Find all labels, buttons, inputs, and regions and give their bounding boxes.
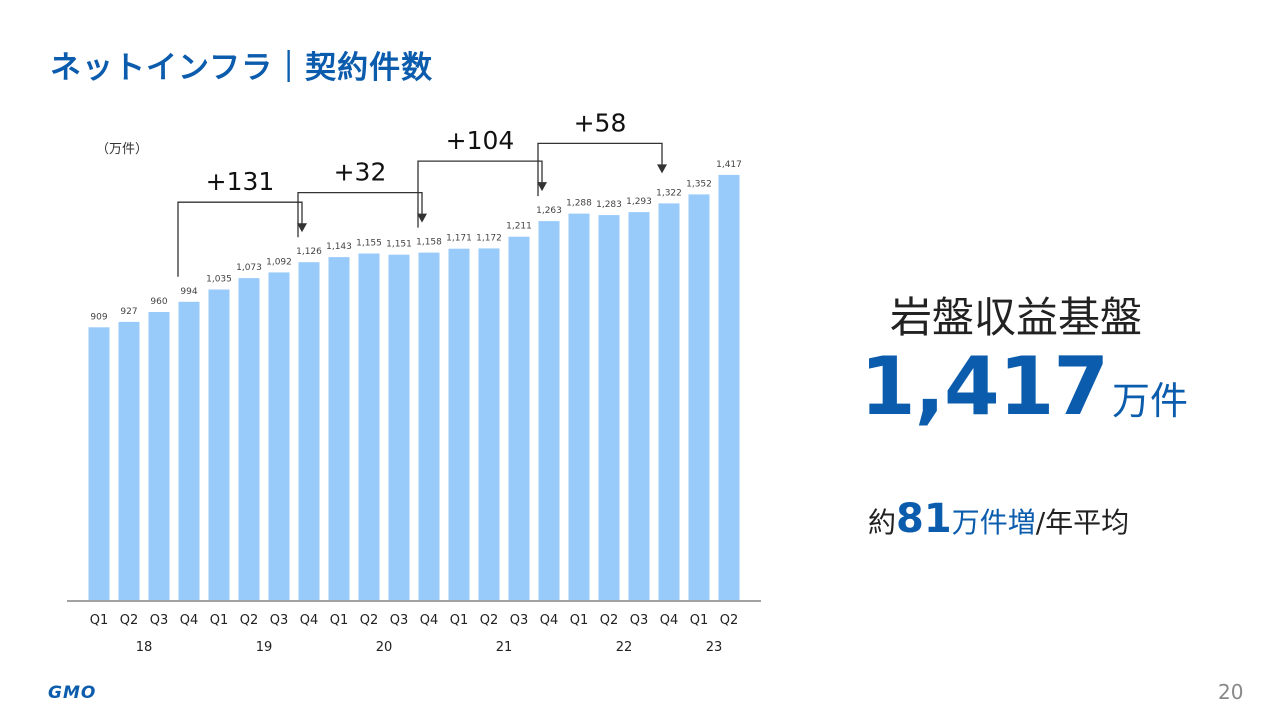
bar xyxy=(388,254,410,600)
growth-bracket xyxy=(297,191,423,238)
data-label: 1,417 xyxy=(716,160,742,170)
data-label: 1,155 xyxy=(356,239,382,249)
data-label: 1,126 xyxy=(296,247,322,257)
x-tick-label: Q1 xyxy=(330,613,349,628)
growth-bracket xyxy=(417,160,543,228)
bar xyxy=(418,252,440,600)
x-year-label: 20 xyxy=(376,640,393,655)
bar xyxy=(88,327,110,600)
kpi-sub-suffix: /年平均 xyxy=(1035,506,1130,539)
x-tick-label: Q4 xyxy=(540,613,559,628)
kpi-sub-number: 81 xyxy=(896,496,952,542)
x-tick-label: Q4 xyxy=(180,613,199,628)
data-label: 1,092 xyxy=(266,257,292,267)
page-title: ネットインフラ｜契約件数 xyxy=(50,50,434,86)
bar xyxy=(718,174,740,600)
data-label: 1,263 xyxy=(536,206,562,216)
growth-bracket xyxy=(177,201,303,277)
growth-label: +32 xyxy=(334,158,387,187)
bar xyxy=(208,289,230,600)
y-unit-label: （万件） xyxy=(96,142,148,157)
x-tick-label: Q1 xyxy=(690,613,709,628)
bar xyxy=(328,257,350,600)
x-tick-label: Q2 xyxy=(120,613,139,628)
bar xyxy=(508,236,530,600)
kpi-annual-growth: 約81万件増/年平均 xyxy=(868,496,1129,542)
x-tick-label: Q3 xyxy=(390,613,409,628)
bar xyxy=(478,248,500,600)
data-label: 1,211 xyxy=(506,222,532,232)
growth-arrowhead xyxy=(417,213,427,223)
bar xyxy=(688,194,710,600)
x-tick-label: Q3 xyxy=(510,613,529,628)
x-tick-label: Q4 xyxy=(660,613,679,628)
x-year-label: 23 xyxy=(706,640,723,655)
x-tick-label: Q2 xyxy=(720,613,739,628)
bar xyxy=(568,213,590,600)
kpi-sub-unit: 万件増 xyxy=(951,506,1036,539)
bar xyxy=(448,248,470,600)
growth-label: +131 xyxy=(206,167,275,196)
kpi-label: 岩盤収益基盤 xyxy=(890,293,1143,342)
x-tick-label: Q2 xyxy=(600,613,619,628)
x-tick-label: Q1 xyxy=(210,613,229,628)
bar xyxy=(268,272,290,600)
data-label: 1,171 xyxy=(446,234,472,244)
bar xyxy=(118,321,140,600)
growth-arrowhead xyxy=(657,164,667,174)
x-tick-label: Q2 xyxy=(480,613,499,628)
data-label: 1,352 xyxy=(686,179,712,189)
data-label: 1,035 xyxy=(206,275,232,285)
x-year-label: 18 xyxy=(136,640,153,655)
bar xyxy=(658,203,680,600)
growth-label: +58 xyxy=(574,108,627,137)
data-label: 1,158 xyxy=(416,238,442,248)
contract-count-bar-chart: （万件） 909 927 960 994 1,035 1,073 1,092 1,126 1,14… xyxy=(67,108,761,655)
bar xyxy=(148,312,170,600)
kpi-unit: 万件 xyxy=(1112,379,1189,423)
data-label: 927 xyxy=(120,307,137,317)
data-label: 1,283 xyxy=(596,200,622,210)
data-label: 1,073 xyxy=(236,263,262,273)
data-label: 1,143 xyxy=(326,242,352,252)
data-label: 960 xyxy=(150,297,167,307)
x-tick-label: Q1 xyxy=(570,613,589,628)
x-tick-label: Q3 xyxy=(270,613,289,628)
data-label: 1,293 xyxy=(626,197,652,207)
x-year-label: 22 xyxy=(616,640,633,655)
bar xyxy=(178,301,200,600)
bar xyxy=(358,253,380,600)
x-tick-label: Q1 xyxy=(450,613,469,628)
bar xyxy=(598,215,620,600)
x-tick-label: Q1 xyxy=(90,613,109,628)
bar xyxy=(238,278,260,600)
page-number: 20 xyxy=(1218,680,1244,704)
growth-arrowhead xyxy=(537,182,547,192)
bar xyxy=(628,212,650,600)
x-tick-label: Q3 xyxy=(630,613,649,628)
kpi-number: 1,417 xyxy=(860,340,1109,433)
data-label: 994 xyxy=(180,287,197,297)
x-tick-label: Q4 xyxy=(420,613,439,628)
bar xyxy=(538,221,560,600)
growth-arrowhead xyxy=(297,223,307,233)
x-tick-label: Q3 xyxy=(150,613,169,628)
x-tick-label: Q2 xyxy=(360,613,379,628)
gmo-logo: GMO xyxy=(48,683,97,703)
kpi-sub-prefix: 約 xyxy=(868,506,897,539)
bar xyxy=(298,262,320,600)
data-label: 1,288 xyxy=(566,199,592,209)
data-label: 1,172 xyxy=(476,233,502,243)
data-label: 1,322 xyxy=(656,188,682,198)
x-tick-label: Q4 xyxy=(300,613,319,628)
data-label: 909 xyxy=(90,312,107,322)
growth-label: +104 xyxy=(446,126,515,155)
growth-bracket xyxy=(537,142,663,197)
x-year-label: 21 xyxy=(496,640,513,655)
x-tick-label: Q2 xyxy=(240,613,259,628)
data-label: 1,151 xyxy=(386,240,412,250)
kpi-value: 1,417 万件 xyxy=(860,340,1188,433)
x-year-label: 19 xyxy=(256,640,273,655)
